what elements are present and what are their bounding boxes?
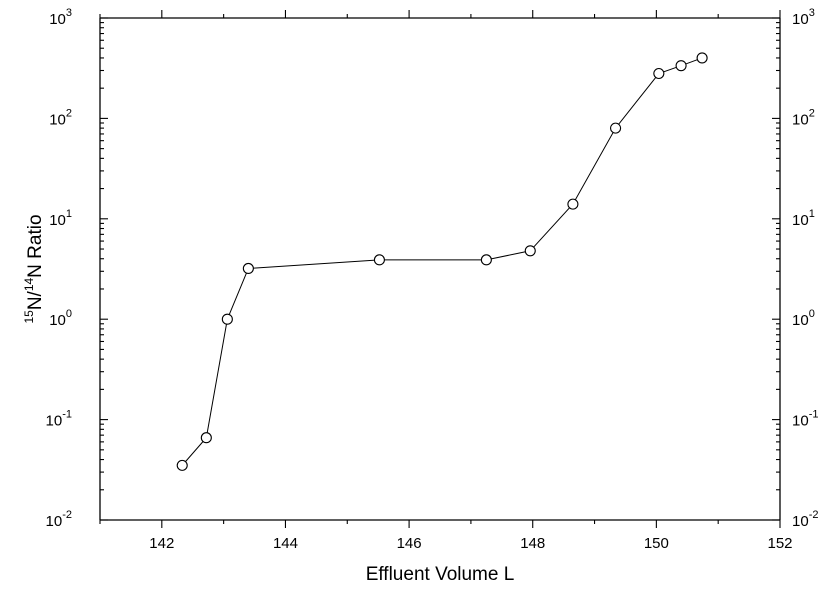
y-tick-label: 10-2 — [46, 509, 72, 530]
data-point — [176, 459, 188, 471]
y-tick-label-right: 103 — [792, 7, 815, 28]
y-tick-base-right: 10 — [792, 11, 809, 28]
y-tick-exp: 1 — [66, 208, 72, 220]
y-tick-base: 10 — [46, 413, 63, 430]
y-tick-exp: 2 — [66, 107, 72, 119]
y-tick-base-right: 10 — [792, 212, 809, 229]
data-point — [610, 122, 622, 134]
y-tick-base: 10 — [49, 312, 66, 329]
y-tick-exp-right: 0 — [809, 308, 815, 320]
data-point — [696, 52, 708, 64]
y-tick-base-right: 10 — [792, 413, 809, 430]
data-point — [567, 198, 579, 210]
y-tick-label-right: 102 — [792, 107, 815, 128]
y-axis-title-sup2: 14 — [22, 278, 36, 292]
y-axis-title: 15N/14N Ratio — [22, 214, 46, 323]
y-tick-base: 10 — [49, 111, 66, 128]
y-tick-base: 10 — [49, 212, 66, 229]
y-tick-label: 10-1 — [46, 409, 72, 430]
x-tick-label: 142 — [149, 535, 174, 552]
y-tick-exp-right: -2 — [809, 509, 819, 521]
x-tick-label: 144 — [273, 535, 298, 552]
x-tick-label: 152 — [767, 535, 792, 552]
y-tick-exp: 0 — [66, 308, 72, 320]
y-axis-title-mid: N/ — [25, 290, 46, 310]
series-line — [181, 57, 703, 466]
x-tick-labels: 142 144 146 148 150 152 — [149, 535, 792, 552]
data-point — [524, 245, 536, 257]
y-tick-base-right: 10 — [792, 513, 809, 530]
y-tick-exp-right: 1 — [809, 208, 815, 220]
y-tick-base-right: 10 — [792, 111, 809, 128]
data-point — [653, 67, 665, 80]
y-tick-label: 102 — [49, 107, 72, 128]
series — [176, 52, 708, 471]
y-tick-exp: -2 — [62, 509, 72, 521]
y-tick-label-right: 10-2 — [792, 509, 818, 530]
data-point — [373, 254, 385, 266]
y-tick-base-right: 10 — [792, 312, 809, 329]
y-tick-label-right: 101 — [792, 208, 815, 229]
data-point — [200, 432, 212, 444]
y-axis-title-sup1: 15 — [22, 310, 36, 324]
x-tick-label: 150 — [644, 535, 669, 552]
y-tick-exp: 3 — [66, 7, 72, 19]
y-tick-exp-right: 3 — [809, 7, 815, 19]
y-tick-label: 101 — [49, 208, 72, 229]
y-tick-base: 10 — [49, 11, 66, 28]
y-tick-label-right: 10-1 — [792, 409, 818, 430]
y-tick-exp: -1 — [62, 409, 72, 421]
plot-frame — [99, 17, 781, 521]
x-tick-label: 146 — [397, 535, 422, 552]
y-tick-label-right: 100 — [792, 308, 815, 329]
y-tick-base: 10 — [46, 513, 63, 530]
ticks — [99, 10, 781, 528]
data-point — [480, 254, 492, 266]
x-tick-label: 148 — [520, 535, 545, 552]
data-point — [675, 60, 687, 72]
data-point — [221, 313, 233, 325]
y-tick-exp-right: -1 — [809, 409, 819, 421]
data-point — [242, 262, 254, 275]
y-axis-title-end: N Ratio — [25, 214, 46, 277]
y-tick-label: 103 — [49, 7, 72, 28]
x-axis-title: Effluent Volume L — [366, 564, 515, 585]
y-tick-label: 100 — [49, 308, 72, 329]
y-tick-exp-right: 2 — [809, 107, 815, 119]
